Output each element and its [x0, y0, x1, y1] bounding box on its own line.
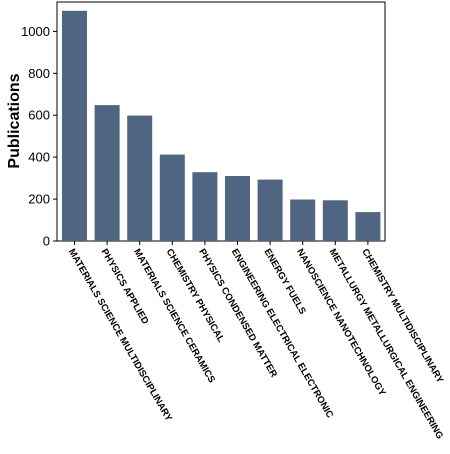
bar-10	[355, 212, 381, 241]
bar-1	[62, 10, 87, 241]
y-tick-label: 1000	[21, 24, 50, 39]
bar-2	[94, 105, 120, 241]
y-tick-label: 400	[28, 150, 50, 165]
bar-9	[322, 200, 348, 241]
x-axis: MATERIALS SCIENCE MULTIDISCIPLINARYPHYSI…	[66, 241, 446, 441]
y-tick-label: 0	[43, 234, 50, 249]
y-tick-label: 800	[28, 66, 50, 81]
x-tick-label: CHEMISTRY PHYSICAL	[164, 247, 227, 345]
y-tick-label: 600	[28, 108, 50, 123]
bar-5	[192, 172, 218, 241]
bar-6	[225, 176, 250, 241]
plot-frame	[56, 1, 386, 242]
bar-8	[290, 199, 316, 241]
y-axis: 0 200 400 600 800 1000	[21, 24, 57, 249]
bars-group	[62, 10, 381, 241]
bar-4	[159, 154, 185, 241]
bar-3	[127, 115, 153, 241]
y-axis-title: Publications	[6, 73, 23, 168]
y-tick-label: 200	[28, 192, 50, 207]
bar-7	[257, 179, 283, 241]
